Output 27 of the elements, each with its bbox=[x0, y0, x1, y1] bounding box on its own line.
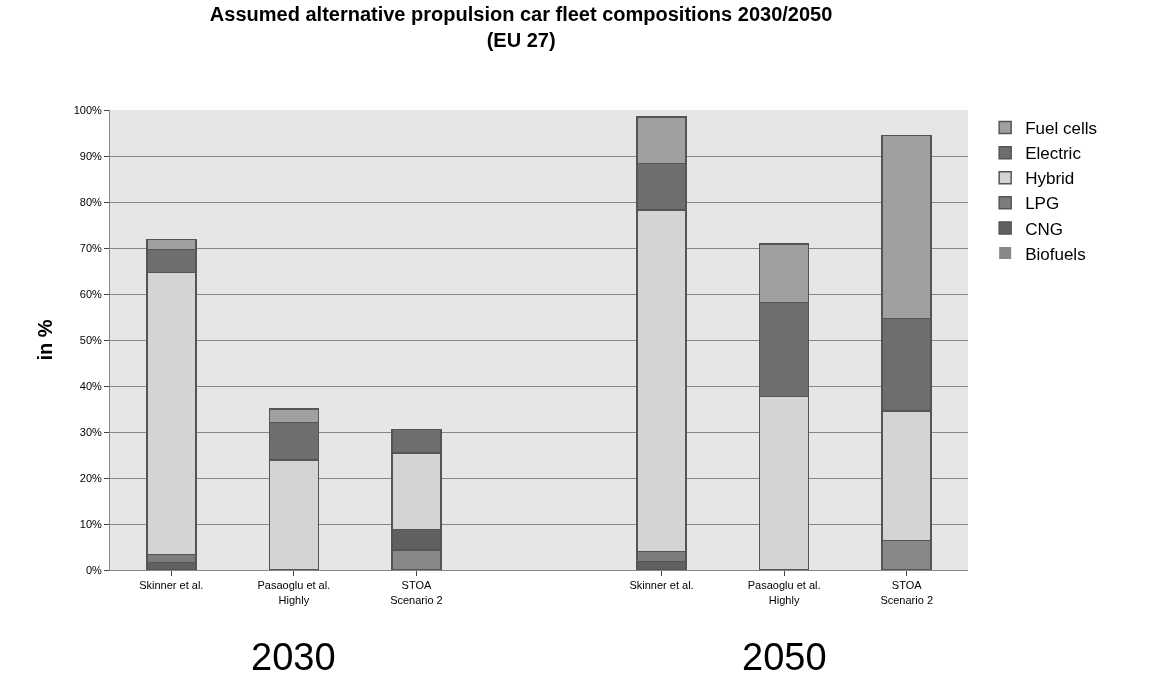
y-tick-label: 100% bbox=[73, 103, 103, 116]
y-tick-label: 90% bbox=[79, 149, 102, 162]
chart-title: Assumed alternative propulsion car fleet compositions 2030/2050 (EU 27) bbox=[209, 3, 833, 51]
legend-label: CNG bbox=[1025, 219, 1063, 239]
text: 2030 bbox=[251, 636, 336, 678]
y-tick-label: 30% bbox=[79, 425, 102, 438]
legend-label: Fuel cells bbox=[1025, 119, 1097, 139]
x-tick-label: Skinner et al. bbox=[139, 579, 204, 592]
x-tick-label: Pasaoglu et al. Highly bbox=[257, 579, 331, 606]
legend-label: Hybrid bbox=[1025, 169, 1075, 189]
y-tick-label: 70% bbox=[79, 241, 102, 254]
y-tick-label: 60% bbox=[79, 287, 102, 300]
x-tick-label: Pasaoglu et al. Highly bbox=[747, 579, 821, 606]
y-tick-label: 0% bbox=[85, 563, 103, 576]
y-tick-label: 10% bbox=[79, 517, 102, 530]
legend-label: Electric bbox=[1025, 144, 1082, 164]
text: 2050 bbox=[742, 636, 827, 678]
legend-label: LPG bbox=[1025, 194, 1060, 214]
x-tick-label: Skinner et al. bbox=[629, 579, 694, 592]
y-tick-label: 80% bbox=[79, 195, 102, 208]
x-tick-label: STOA Scenario 2 bbox=[390, 579, 443, 606]
y-axis-title: in % bbox=[34, 319, 57, 361]
legend-label: Biofuels bbox=[1025, 244, 1086, 264]
y-tick-label: 50% bbox=[79, 333, 102, 346]
y-tick-label: 20% bbox=[79, 471, 102, 484]
y-tick-label: 40% bbox=[79, 379, 102, 392]
x-tick-label: STOA Scenario 2 bbox=[880, 579, 934, 606]
